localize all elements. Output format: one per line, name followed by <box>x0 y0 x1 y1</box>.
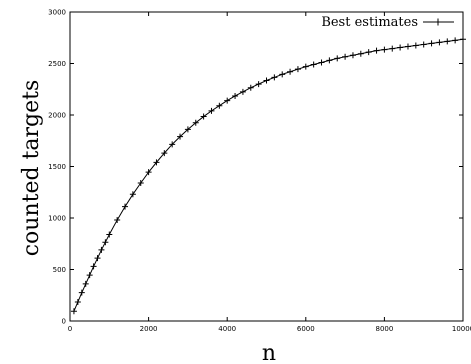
data-point <box>420 41 427 48</box>
data-point <box>239 88 246 95</box>
legend-marker <box>434 18 442 26</box>
data-point <box>349 52 356 59</box>
data-point <box>200 113 207 120</box>
data-point <box>86 272 93 279</box>
data-point <box>102 239 109 246</box>
data-point <box>137 179 144 186</box>
data-point <box>428 40 435 47</box>
data-point <box>389 45 396 52</box>
data-point <box>302 63 309 70</box>
data-point <box>404 43 411 50</box>
data-point <box>78 289 85 296</box>
y-axis-label: counted targets <box>19 80 44 257</box>
data-point <box>122 203 129 210</box>
x-tick-label: 8000 <box>375 325 393 333</box>
data-point <box>169 141 176 148</box>
x-axis-label: n <box>262 341 276 364</box>
data-point <box>177 133 184 140</box>
data-point <box>70 308 77 315</box>
data-point <box>232 92 239 99</box>
x-tick-label: 0 <box>68 325 72 333</box>
y-tick-label: 1500 <box>48 163 66 171</box>
data-point <box>129 191 136 198</box>
data-point <box>326 57 333 64</box>
y-tick-label: 2500 <box>48 60 66 68</box>
x-tick-label: 2000 <box>140 325 158 333</box>
data-point <box>192 119 199 126</box>
y-tick-label: 2000 <box>48 112 66 120</box>
data-point <box>90 263 97 270</box>
data-point <box>357 50 364 57</box>
x-tick-label: 6000 <box>297 325 315 333</box>
data-point <box>184 126 191 133</box>
data-point <box>153 159 160 166</box>
y-tick-label: 0 <box>62 318 66 326</box>
data-point <box>294 66 301 73</box>
data-point <box>365 49 372 56</box>
data-point <box>224 97 231 104</box>
data-point <box>208 107 215 114</box>
data-point <box>412 42 419 49</box>
data-point <box>271 74 278 81</box>
legend: Best estimates <box>321 15 454 30</box>
data-point <box>342 53 349 60</box>
data-point <box>98 246 105 253</box>
data-point <box>318 59 325 66</box>
data-point <box>216 102 223 109</box>
data-point <box>287 68 294 75</box>
axis-ticks <box>69 11 464 322</box>
y-tick-label: 1000 <box>48 215 66 223</box>
y-tick-label: 500 <box>53 266 66 274</box>
y-tick-label: 3000 <box>48 9 66 17</box>
data-point <box>94 255 101 262</box>
legend-label: Best estimates <box>321 15 418 30</box>
data-point <box>145 169 152 176</box>
data-point <box>334 55 341 62</box>
data-point <box>310 61 317 68</box>
data-point <box>263 77 270 84</box>
data-point <box>255 81 262 88</box>
series-layer <box>70 36 466 315</box>
data-point <box>452 37 459 44</box>
data-point <box>279 71 286 78</box>
data-point <box>114 217 121 224</box>
data-point <box>460 36 466 43</box>
data-point <box>74 298 81 305</box>
plot-frame <box>69 11 464 322</box>
x-tick-label: 4000 <box>218 325 236 333</box>
data-point <box>161 150 168 157</box>
data-point <box>106 231 113 238</box>
data-point <box>397 44 404 51</box>
data-point <box>444 38 451 45</box>
data-point <box>436 39 443 46</box>
data-point <box>82 280 89 287</box>
data-point <box>373 47 380 54</box>
data-point <box>381 46 388 53</box>
data-point <box>247 84 254 91</box>
